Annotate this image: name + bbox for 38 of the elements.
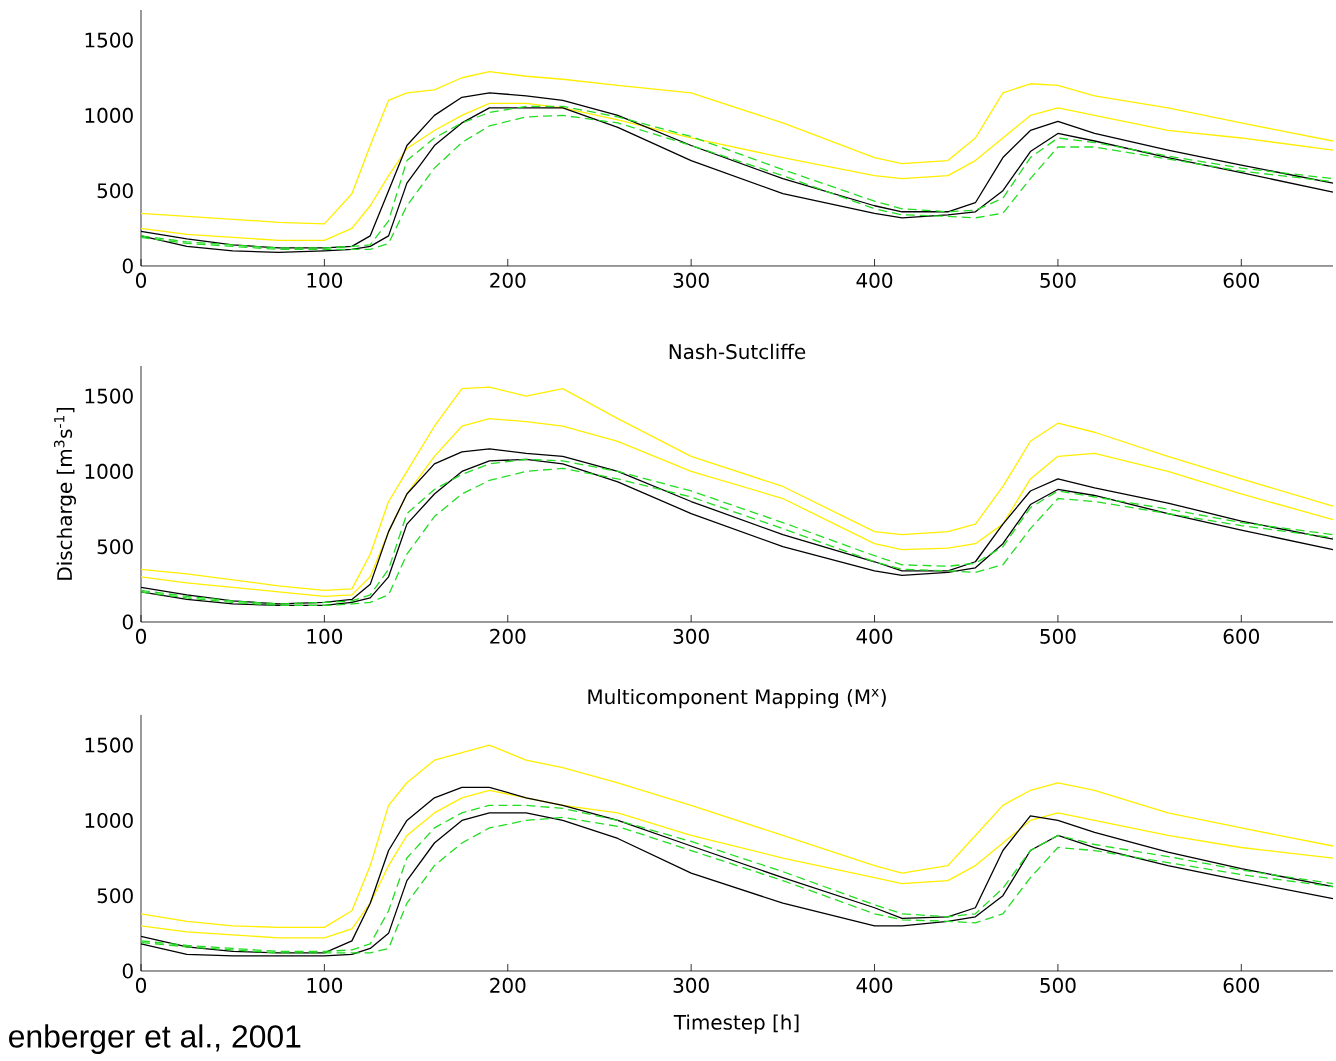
y-tick-label: 0 bbox=[122, 614, 133, 630]
x-tick-label: 500 bbox=[1040, 977, 1076, 993]
x-tick-label: 300 bbox=[673, 628, 709, 644]
y-tick-label: 0 bbox=[122, 258, 133, 274]
x-tick-label: 500 bbox=[1040, 272, 1076, 288]
x-tick-label: 200 bbox=[490, 977, 526, 993]
y-tick-label: 500 bbox=[97, 539, 133, 555]
x-tick-label: 100 bbox=[307, 628, 343, 644]
y-tick-label: 500 bbox=[97, 183, 133, 199]
y-tick-label: 1000 bbox=[85, 463, 133, 479]
x-tick-label: 300 bbox=[673, 272, 709, 288]
x-tick-label: 600 bbox=[1223, 272, 1259, 288]
x-tick-label: 100 bbox=[307, 272, 343, 288]
x-tick-label: 400 bbox=[856, 977, 893, 993]
x-tick-label: 400 bbox=[856, 272, 893, 288]
chart-title: Nash-Sutcliffe bbox=[669, 343, 806, 360]
chart-title: Multicomponent Mapping (M$^{x}$) bbox=[588, 688, 886, 709]
x-tick-label: 400 bbox=[856, 628, 893, 644]
text: enberger et al., 2001 bbox=[9, 1024, 301, 1054]
x-tick-label: 300 bbox=[673, 977, 709, 993]
y-tick-label: 1500 bbox=[85, 388, 133, 404]
y-tick-label: 1500 bbox=[85, 32, 133, 48]
x-axis-title: Timestep [h] bbox=[673, 1014, 799, 1034]
x-tick-label: 200 bbox=[490, 628, 526, 644]
y-axis-title: Discharge [m$^{3}$s$^{-1}$] bbox=[53, 408, 76, 580]
y-tick-label: 500 bbox=[97, 888, 133, 904]
x-tick-label: 500 bbox=[1040, 628, 1076, 644]
x-tick-label: 100 bbox=[307, 977, 343, 993]
y-tick-label: 1500 bbox=[85, 737, 133, 753]
x-tick-label: 0 bbox=[135, 628, 147, 644]
x-tick-label: 0 bbox=[135, 272, 147, 288]
y-tick-label: 1000 bbox=[85, 812, 133, 828]
y-tick-label: 1000 bbox=[85, 107, 133, 123]
y-tick-label: 0 bbox=[122, 963, 133, 979]
x-tick-label: 600 bbox=[1223, 977, 1259, 993]
x-tick-label: 0 bbox=[135, 977, 147, 993]
x-tick-label: 200 bbox=[490, 272, 526, 288]
x-tick-label: 600 bbox=[1223, 628, 1259, 644]
